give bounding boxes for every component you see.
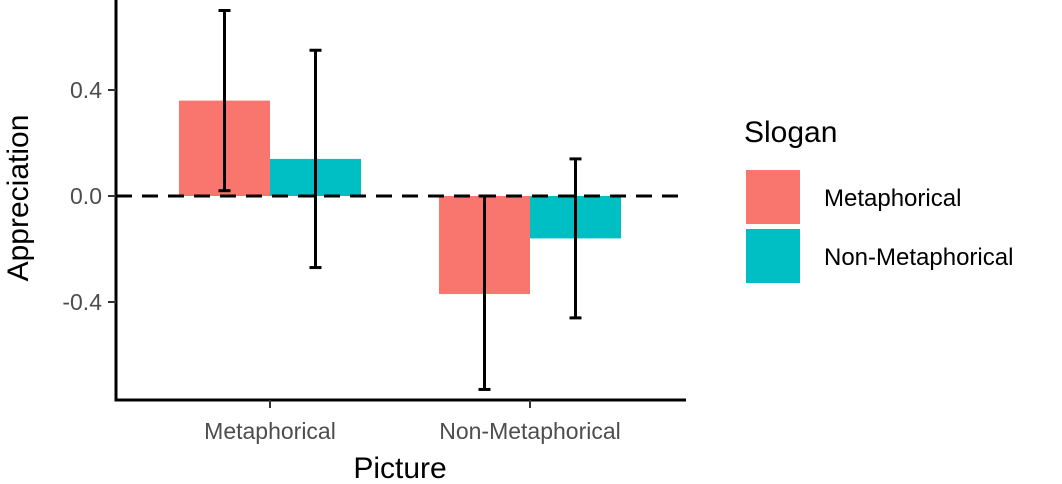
bars-layer: [179, 100, 621, 295]
legend-label: Metaphorical: [824, 185, 961, 212]
x-axis-title: Picture: [353, 452, 446, 484]
x-tick-label: Non-Metaphorical: [439, 418, 621, 444]
legend-item-metaphorical: Metaphorical: [746, 170, 961, 224]
legend-title: Slogan: [744, 116, 837, 149]
x-tick-label: Metaphorical: [204, 418, 336, 444]
y-tick-label: -0.4: [62, 289, 102, 315]
y-ticks-layer: -0.4 0.0 0.4: [62, 77, 116, 315]
error-bar-non-metaphorical-non-metaphorical: [569, 157, 582, 320]
y-tick-label: 0.4: [70, 77, 102, 103]
error-bar-metaphorical-metaphorical: [218, 9, 231, 193]
legend-item-non-metaphorical: Non-Metaphorical: [746, 229, 1013, 283]
legend: Slogan Metaphorical Non-Metaphorical: [744, 116, 1013, 283]
x-ticks-layer: Metaphorical Non-Metaphorical: [204, 400, 621, 444]
y-tick-label: 0.0: [70, 183, 102, 209]
error-bar-metaphorical-non-metaphorical: [309, 48, 322, 270]
axes-layer: [114, 0, 686, 402]
y-axis-title: Appreciation: [2, 115, 35, 282]
error-bars-layer: [218, 9, 582, 391]
legend-label: Non-Metaphorical: [824, 244, 1013, 271]
legend-swatch: [746, 170, 800, 224]
legend-entries: Metaphorical Non-Metaphorical: [746, 170, 1013, 283]
error-bar-non-metaphorical-metaphorical: [478, 194, 491, 391]
legend-swatch: [746, 229, 800, 283]
